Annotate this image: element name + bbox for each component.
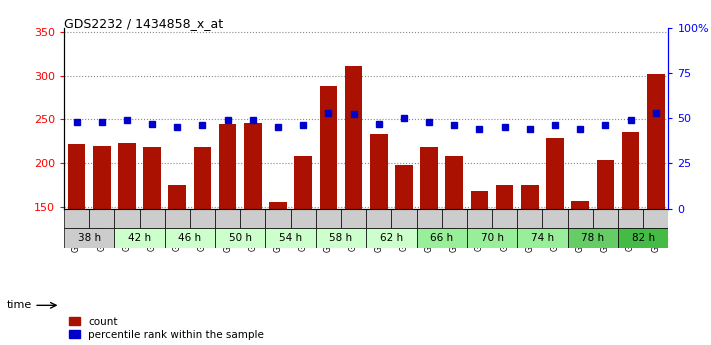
Bar	[542, 209, 567, 228]
Text: 62 h: 62 h	[380, 234, 403, 244]
Bar	[618, 228, 668, 248]
Bar	[219, 124, 237, 209]
Bar	[467, 228, 517, 248]
Text: 82 h: 82 h	[631, 234, 655, 244]
Bar	[114, 228, 165, 248]
Bar	[643, 209, 668, 228]
Text: 58 h: 58 h	[329, 234, 353, 244]
Bar	[165, 209, 190, 228]
Bar	[193, 147, 211, 209]
Bar	[215, 228, 265, 248]
Bar	[345, 66, 363, 209]
Bar	[471, 191, 488, 209]
Bar	[341, 209, 366, 228]
Text: 42 h: 42 h	[128, 234, 151, 244]
Bar	[417, 228, 467, 248]
Bar	[269, 201, 287, 209]
Text: 66 h: 66 h	[430, 234, 454, 244]
Bar	[215, 209, 240, 228]
Bar	[366, 209, 391, 228]
Bar	[391, 209, 417, 228]
Bar	[169, 185, 186, 209]
Text: time: time	[7, 300, 33, 310]
Bar	[265, 228, 316, 248]
Text: 54 h: 54 h	[279, 234, 302, 244]
Bar	[597, 160, 614, 209]
Bar	[64, 228, 114, 248]
Text: 74 h: 74 h	[531, 234, 554, 244]
Text: 78 h: 78 h	[581, 234, 604, 244]
Bar	[395, 165, 413, 209]
Bar	[647, 74, 665, 209]
Bar	[567, 209, 593, 228]
Bar	[618, 209, 643, 228]
Bar	[89, 209, 114, 228]
Bar	[319, 86, 337, 209]
Bar	[417, 209, 442, 228]
Bar	[517, 228, 567, 248]
Bar	[316, 228, 366, 248]
Bar	[165, 228, 215, 248]
Bar	[68, 144, 85, 209]
Bar	[139, 209, 165, 228]
Bar	[114, 209, 139, 228]
Bar	[265, 209, 291, 228]
Legend: count, percentile rank within the sample: count, percentile rank within the sample	[69, 317, 264, 340]
Bar	[572, 201, 589, 209]
Bar	[621, 132, 639, 209]
Text: 38 h: 38 h	[77, 234, 101, 244]
Bar	[93, 146, 111, 209]
Bar	[366, 228, 417, 248]
Bar	[316, 209, 341, 228]
Bar	[64, 209, 89, 228]
Bar	[496, 185, 513, 209]
Bar	[492, 209, 517, 228]
Bar	[593, 209, 618, 228]
Bar	[546, 138, 564, 209]
Bar	[517, 209, 542, 228]
Bar	[144, 147, 161, 209]
Bar	[567, 228, 618, 248]
Bar	[118, 143, 136, 209]
Bar	[446, 156, 463, 209]
Bar	[521, 185, 539, 209]
Bar	[190, 209, 215, 228]
Text: 70 h: 70 h	[481, 234, 503, 244]
Bar	[244, 123, 262, 209]
Text: 50 h: 50 h	[229, 234, 252, 244]
Bar	[370, 134, 387, 209]
Bar	[240, 209, 265, 228]
Bar	[294, 156, 312, 209]
Bar	[442, 209, 467, 228]
Bar	[467, 209, 492, 228]
Text: 46 h: 46 h	[178, 234, 201, 244]
Bar	[420, 147, 438, 209]
Bar	[291, 209, 316, 228]
Text: GDS2232 / 1434858_x_at: GDS2232 / 1434858_x_at	[64, 17, 223, 30]
